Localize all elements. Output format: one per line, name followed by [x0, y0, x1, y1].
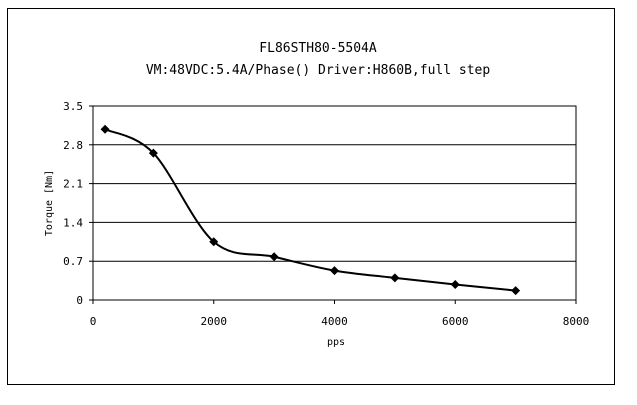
x-tick-label: 8000 — [563, 315, 590, 328]
x-axis-label: pps — [327, 337, 345, 348]
y-tick-label: 2.8 — [63, 139, 83, 152]
data-point-marker — [269, 252, 279, 262]
y-tick-label: 3.5 — [63, 100, 83, 113]
y-tick-label: 2.1 — [63, 178, 83, 191]
chart-subtitle: VM:48VDC:5.4A/Phase() Driver:H860B,full … — [146, 63, 491, 78]
x-tick-label: 2000 — [201, 315, 228, 328]
data-point-marker — [148, 148, 158, 158]
x-tick-label: 0 — [90, 315, 97, 328]
x-axis-ticks: 0 2000 4000 6000 8000 — [90, 300, 590, 328]
data-point-marker — [330, 266, 339, 276]
x-tick-label: 4000 — [321, 315, 348, 328]
data-point-marker — [209, 237, 219, 247]
y-tick-label: 0.7 — [63, 255, 83, 268]
torque-curve — [104, 128, 516, 292]
y-tick-label: 1.4 — [63, 216, 83, 229]
y-axis-ticks: 0 0.7 1.4 2.1 2.8 3.5 — [63, 100, 93, 307]
data-point-marker — [511, 286, 521, 296]
data-point-marker — [100, 124, 110, 134]
x-tick-label: 6000 — [442, 315, 469, 328]
y-tick-label: 0 — [76, 294, 83, 307]
data-point-marker — [450, 279, 460, 289]
data-point-marker — [390, 273, 400, 283]
chart-frame — [7, 8, 615, 385]
grid-lines — [93, 144, 576, 262]
y-axis-label: Torque [Nm] — [44, 170, 55, 236]
chart-title: FL86STH80-5504A — [259, 41, 377, 56]
data-markers — [100, 124, 521, 296]
